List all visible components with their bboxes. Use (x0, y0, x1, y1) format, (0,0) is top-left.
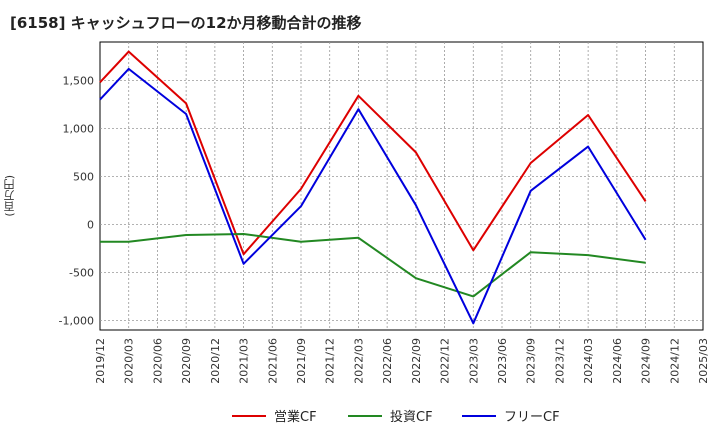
legend-swatch-investing-cf (348, 415, 382, 417)
y-tick-label: 1,000 (63, 122, 95, 135)
x-tick-label: 2025/03 (697, 338, 710, 384)
legend: 営業CF 投資CF フリーCF (0, 400, 720, 430)
x-tick-label: 2021/09 (295, 338, 308, 384)
x-tick-label: 2020/06 (151, 338, 164, 384)
chart-title: [6158] キャッシュフローの12か月移動合計の推移 (10, 14, 362, 32)
legend-swatch-free-cf (462, 415, 496, 417)
legend-label-operating-cf: 営業CF (274, 410, 317, 425)
x-tick-label: 2021/06 (266, 338, 279, 384)
plot-frame (99, 41, 704, 331)
operating-cf-line (99, 50, 647, 256)
legend-label-investing-cf: 投資CF (390, 410, 433, 425)
x-tick-label: 2024/12 (668, 338, 681, 384)
investing-cf-line (100, 233, 646, 298)
x-tick-label: 2023/06 (496, 338, 509, 384)
y-tick-label: 0 (87, 218, 94, 231)
x-tick-label: 2024/09 (640, 338, 653, 384)
y-tick-label: 500 (73, 170, 94, 183)
x-tick-label: 2022/06 (381, 338, 394, 384)
x-tick-label: 2019/12 (94, 338, 107, 384)
x-tick-label: 2020/09 (180, 338, 193, 384)
legend-label-free-cf: フリーCF (504, 410, 560, 425)
x-tick-label: 2022/09 (410, 338, 423, 384)
x-tick-label: 2023/09 (525, 338, 538, 384)
x-tick-label: 2024/06 (611, 338, 624, 384)
x-tick-label: 2020/03 (123, 338, 136, 384)
x-tick-label: 2021/03 (238, 338, 251, 384)
legend-swatch-operating-cf (232, 415, 266, 417)
x-tick-label: 2024/03 (582, 338, 595, 384)
x-tick-label: 2022/03 (352, 338, 365, 384)
x-tick-label: 2023/12 (553, 338, 566, 384)
free-cf-line (99, 67, 647, 325)
y-tick-label: -1,000 (59, 314, 94, 327)
x-tick-label: 2022/12 (439, 338, 452, 384)
y-tick-label: -500 (69, 266, 94, 279)
y-tick-label: 1,500 (63, 74, 95, 87)
x-tick-label: 2021/12 (324, 338, 337, 384)
x-tick-label: 2020/12 (209, 338, 222, 384)
x-tick-label: 2023/03 (467, 338, 480, 384)
